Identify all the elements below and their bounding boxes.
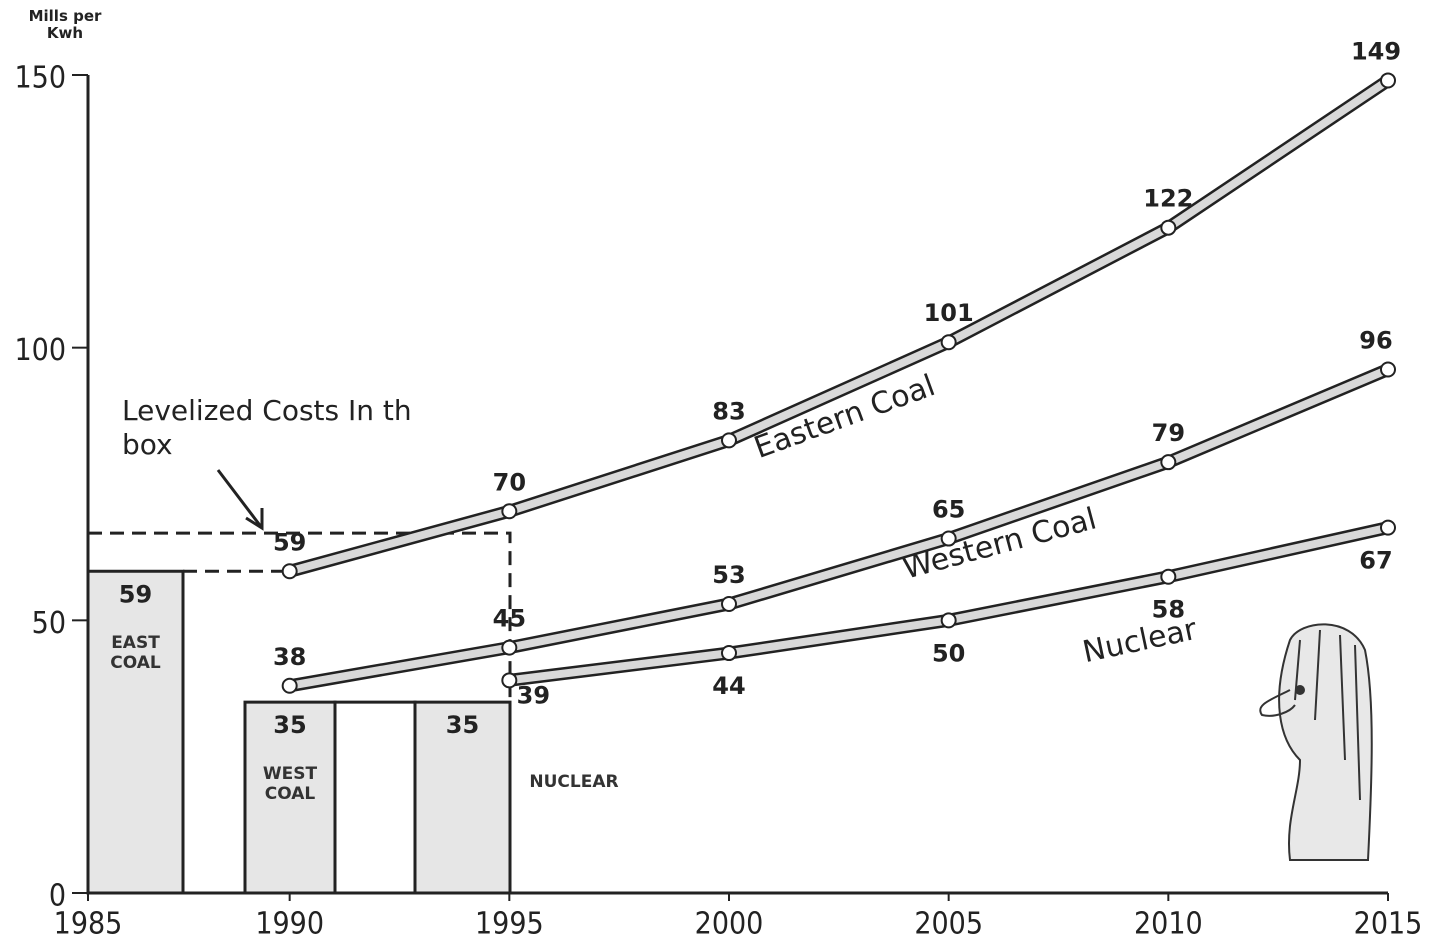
point — [501, 672, 518, 689]
point — [1160, 454, 1177, 471]
point-label: 50 — [932, 639, 965, 667]
y-tick-label: 0 — [49, 879, 66, 914]
y-axis-title: Mills per Kwh — [28, 8, 102, 42]
bar-label: NUCLEAR — [529, 772, 619, 792]
point — [721, 645, 737, 662]
y-tick-label: 100 — [14, 333, 66, 368]
bar-value-label: 35 — [273, 711, 306, 739]
line — [285, 365, 1392, 690]
bar — [243, 700, 337, 895]
point-label: 122 — [1143, 185, 1193, 213]
point-label: 45 — [493, 605, 526, 633]
point — [721, 595, 737, 612]
cartoon — [1259, 623, 1373, 861]
bar-label: EAST COAL — [110, 633, 161, 674]
bar-value-label: 59 — [119, 580, 152, 608]
bar — [86, 569, 185, 895]
point — [1160, 219, 1177, 236]
annotation-box: Levelized Costs In this box — [122, 394, 412, 461]
point — [1380, 361, 1396, 378]
bar-value-label: 35 — [446, 711, 479, 739]
point-label: 65 — [932, 496, 965, 524]
x-tick-label: 2010 — [1134, 907, 1203, 942]
levelized-box — [88, 531, 512, 893]
point — [501, 639, 518, 656]
annotation: Levelized Costs In this box — [122, 394, 412, 461]
point — [1160, 568, 1177, 585]
point-label: 38 — [273, 643, 306, 671]
point-label: 70 — [493, 468, 526, 496]
point-label: 67 — [1359, 547, 1392, 575]
x-tick-label: 1990 — [255, 907, 324, 942]
x-tick-label: 2005 — [914, 907, 983, 942]
y-tick-label: 150 — [14, 61, 66, 96]
point-label: 101 — [924, 299, 974, 327]
point-label: 79 — [1152, 419, 1185, 447]
x-tick-label: 1995 — [475, 907, 544, 942]
x-tick-label: 1985 — [54, 907, 123, 942]
x-tick-label: 2000 — [695, 907, 764, 942]
point — [1380, 519, 1396, 536]
point — [501, 503, 518, 520]
point — [1380, 72, 1396, 89]
point-label: 96 — [1359, 326, 1392, 354]
point-label: 149 — [1351, 37, 1401, 65]
point-label: 44 — [712, 672, 745, 700]
x-tick-label: 2015 — [1354, 907, 1423, 942]
point — [281, 677, 298, 694]
point-label: 39 — [517, 681, 550, 709]
bar-label-box: EAST COAL — [110, 633, 161, 674]
y-axis-title-box: Mills per Kwh — [28, 8, 102, 42]
point-label: 59 — [273, 528, 306, 556]
point-label: 53 — [712, 561, 745, 589]
point — [940, 334, 957, 351]
point — [940, 612, 957, 629]
bar-label: WEST COAL — [262, 764, 318, 805]
line — [285, 76, 1392, 576]
point-label: 83 — [712, 397, 745, 425]
bar-label-box: WEST COAL — [262, 764, 318, 805]
bar-label-box: NUCLEAR — [529, 772, 619, 792]
gap-box — [333, 700, 417, 895]
annotation-arrow — [216, 469, 264, 531]
y-tick-label: 50 — [32, 606, 66, 641]
point — [940, 530, 957, 547]
point — [721, 432, 737, 449]
point — [281, 563, 298, 580]
point-label: 58 — [1152, 596, 1185, 624]
